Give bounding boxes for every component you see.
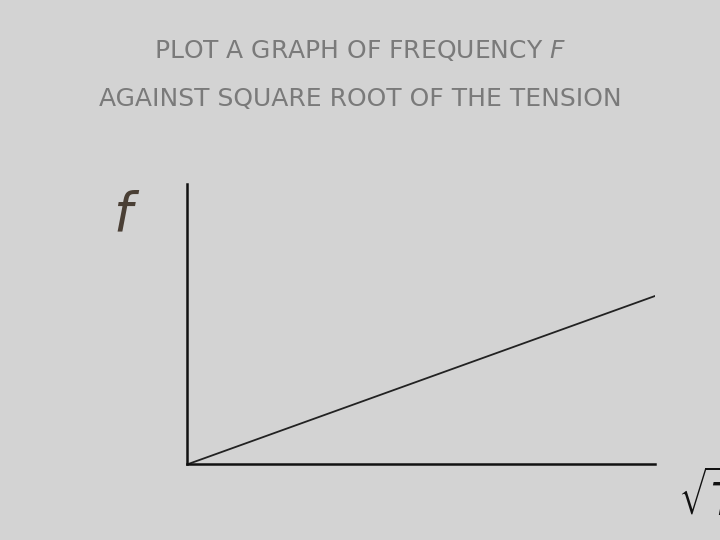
Text: AGAINST SQUARE ROOT OF THE TENSION: AGAINST SQUARE ROOT OF THE TENSION: [99, 87, 621, 111]
Text: $\mathit{f}$: $\mathit{f}$: [113, 192, 140, 243]
Text: PLOT A GRAPH OF FREQUENCY $\it{F}$: PLOT A GRAPH OF FREQUENCY $\it{F}$: [154, 38, 566, 63]
Text: $\sqrt{T}$: $\sqrt{T}$: [678, 471, 720, 525]
